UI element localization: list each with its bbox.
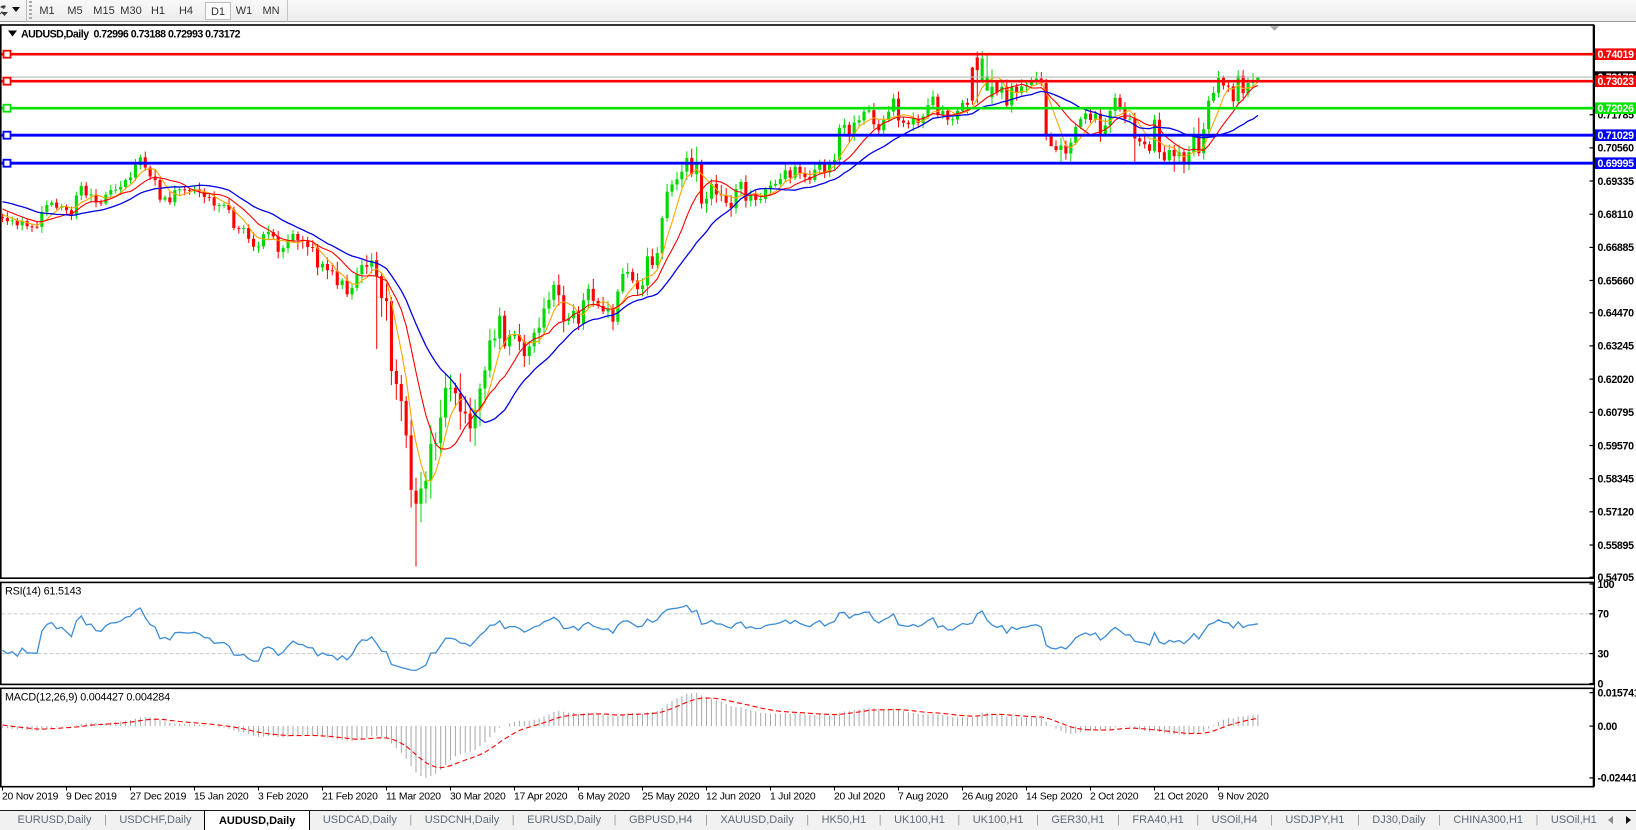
svg-text:1 Jul 2020: 1 Jul 2020 [770, 792, 816, 803]
svg-text:30: 30 [1598, 648, 1610, 660]
svg-text:17 Apr 2020: 17 Apr 2020 [514, 792, 568, 803]
svg-text:0.57120: 0.57120 [1598, 507, 1635, 519]
svg-text:0: 0 [1598, 678, 1604, 690]
svg-text:0.72026: 0.72026 [1598, 103, 1635, 115]
svg-text:26 Aug 2020: 26 Aug 2020 [962, 792, 1018, 803]
svg-text:0.62020: 0.62020 [1598, 374, 1635, 386]
svg-text:MACD(12,26,9) 0.004427 0.00428: MACD(12,26,9) 0.004427 0.004284 [5, 692, 170, 704]
svg-text:0.73023: 0.73023 [1598, 76, 1635, 88]
svg-text:9 Nov 2020: 9 Nov 2020 [1218, 792, 1269, 803]
svg-text:15 Jan 2020: 15 Jan 2020 [194, 792, 249, 803]
svg-text:25 May 2020: 25 May 2020 [642, 792, 700, 803]
svg-text:100: 100 [1598, 579, 1615, 591]
svg-text:0.54705: 0.54705 [1598, 572, 1635, 584]
svg-text:0.69335: 0.69335 [1598, 176, 1635, 188]
svg-text:12 Jun 2020: 12 Jun 2020 [706, 792, 761, 803]
svg-text:0.63245: 0.63245 [1598, 341, 1635, 353]
svg-text:0.70560: 0.70560 [1598, 143, 1635, 155]
svg-text:20 Jul 2020: 20 Jul 2020 [834, 792, 885, 803]
svg-text:70: 70 [1598, 609, 1610, 621]
svg-text:2 Oct 2020: 2 Oct 2020 [1090, 792, 1139, 803]
svg-text:9 Dec 2019: 9 Dec 2019 [66, 792, 117, 803]
svg-text:27 Dec 2019: 27 Dec 2019 [130, 792, 187, 803]
svg-text:0.65660: 0.65660 [1598, 275, 1635, 287]
svg-text:14 Sep 2020: 14 Sep 2020 [1026, 792, 1083, 803]
svg-text:0.68110: 0.68110 [1598, 209, 1634, 221]
svg-text:0.00: 0.00 [1598, 721, 1618, 733]
svg-text:0.55895: 0.55895 [1598, 540, 1635, 552]
svg-text:0.60795: 0.60795 [1598, 407, 1635, 419]
svg-text:0.58345: 0.58345 [1598, 473, 1635, 485]
svg-text:AUDUSD,Daily 0.72996 0.73188: AUDUSD,Daily 0.72996 0.73188 0.72993 0.7… [21, 28, 241, 40]
svg-text:3 Feb 2020: 3 Feb 2020 [258, 792, 309, 803]
svg-text:0.71029: 0.71029 [1598, 130, 1635, 142]
svg-text:0.59570: 0.59570 [1598, 440, 1635, 452]
svg-text:0.015741: 0.015741 [1598, 688, 1636, 700]
svg-text:21 Oct 2020: 21 Oct 2020 [1154, 792, 1208, 803]
svg-text:RSI(14) 61.5143: RSI(14) 61.5143 [5, 586, 81, 598]
svg-text:6 May 2020: 6 May 2020 [578, 792, 630, 803]
svg-text:0.66885: 0.66885 [1598, 242, 1635, 254]
svg-text:21 Feb 2020: 21 Feb 2020 [322, 792, 378, 803]
svg-text:7 Aug 2020: 7 Aug 2020 [898, 792, 949, 803]
svg-text:20 Nov 2019: 20 Nov 2019 [2, 792, 59, 803]
svg-text:0.74019: 0.74019 [1598, 49, 1635, 61]
svg-text:11 Mar 2020: 11 Mar 2020 [386, 792, 441, 803]
svg-text:0.69995: 0.69995 [1598, 158, 1635, 170]
svg-text:30 Mar 2020: 30 Mar 2020 [450, 792, 506, 803]
svg-text:0.64470: 0.64470 [1598, 308, 1635, 320]
